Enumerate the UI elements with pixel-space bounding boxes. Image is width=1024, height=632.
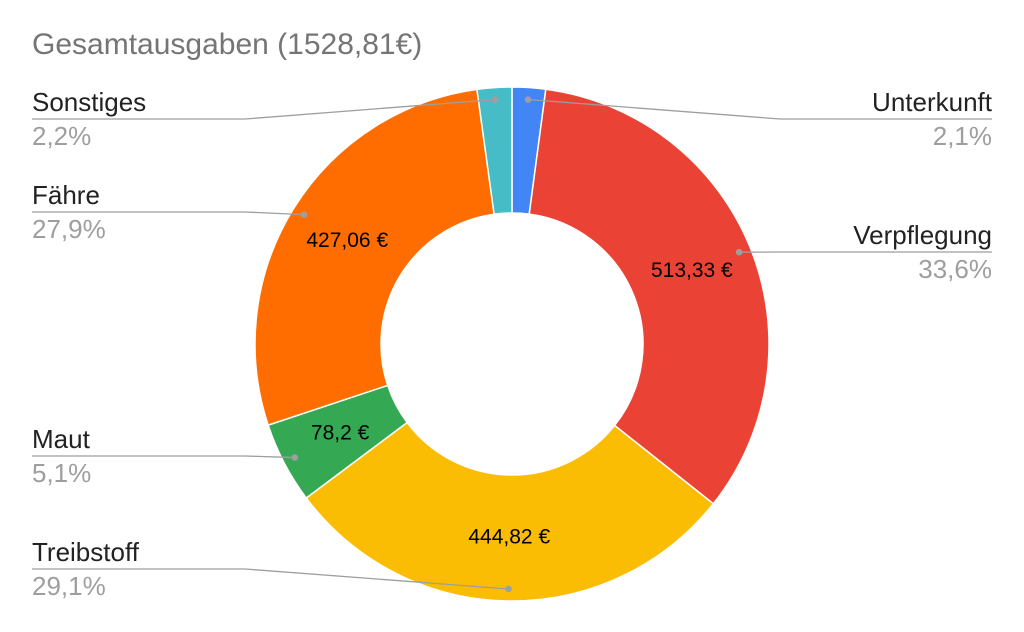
leader-line-unterkunft [528,98,992,120]
percent-label-sonstiges: 2,2% [32,121,91,151]
value-label-maut: 78,2 € [311,421,370,444]
category-label-maut: Maut [32,424,91,454]
leader-dot-verpflegung [735,248,743,256]
percent-label-unterkunft: 2,1% [933,121,992,151]
category-label-sonstiges: Sonstiges [32,87,146,117]
slice-verpflegung [528,88,770,505]
category-label-unterkunft: Unterkunft [872,87,993,117]
percent-label-fahre: 27,9% [32,214,106,244]
value-label-verpflegung: 513,33 € [651,259,733,282]
leader-dot-sonstiges [491,96,499,103]
leader-dot-unterkunft [524,96,532,103]
leader-dot-fahre [300,211,308,218]
percent-label-verpflegung: 33,6% [918,254,992,284]
category-label-verpflegung: Verpflegung [853,220,992,250]
value-label-fahre: 427,06 € [306,229,388,252]
leader-line-treibstoff [32,568,509,590]
category-label-fahre: Fähre [32,180,100,210]
slice-fahre [254,88,495,427]
percent-label-treibstoff: 29,1% [32,571,106,601]
percent-label-maut: 5,1% [32,458,91,488]
value-label-treibstoff: 444,82 € [468,526,550,549]
category-label-treibstoff: Treibstoff [32,537,140,567]
leader-dot-treibstoff [505,585,512,593]
leader-dot-maut [291,454,299,461]
leader-line-fahre [32,211,304,216]
chart-title: Gesamtausgaben (1528,81€) [32,28,423,61]
leader-line-maut [32,455,295,459]
slice-sonstiges [476,86,513,216]
slice-treibstoff [305,421,715,602]
leader-line-sonstiges [32,98,496,120]
